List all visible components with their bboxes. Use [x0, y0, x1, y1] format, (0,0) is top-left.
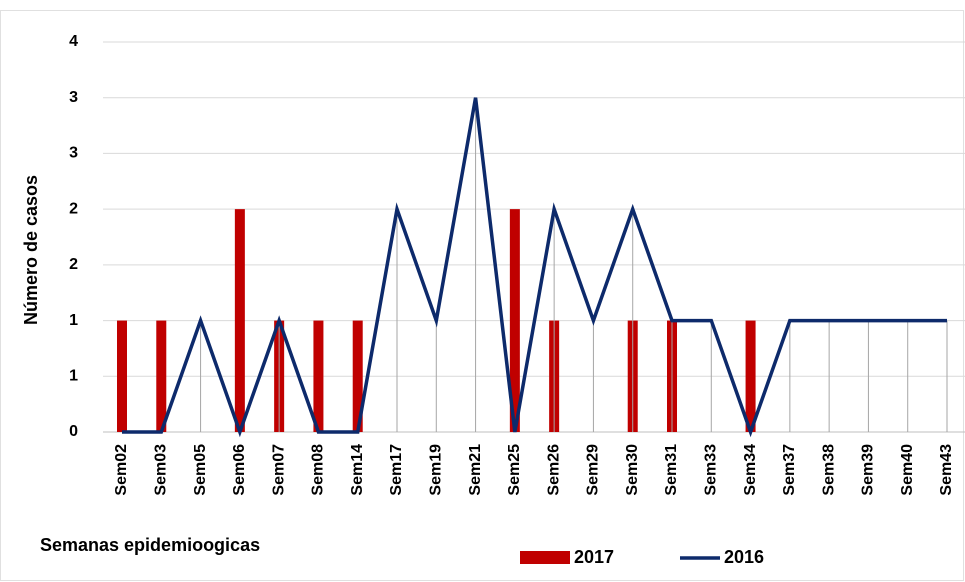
legend-label: 2016 [724, 547, 764, 567]
x-tick-label: Sem30 [624, 444, 641, 496]
x-tick-label: Sem29 [585, 444, 602, 496]
bar [745, 320, 756, 432]
x-tick-label: Sem31 [663, 444, 680, 496]
y-tick-label: 1 [69, 368, 78, 385]
y-tick-label: 0 [69, 423, 78, 440]
x-tick-label: Sem02 [113, 444, 130, 496]
y-tick-label: 1 [69, 312, 78, 329]
x-tick-label: Sem38 [820, 444, 837, 496]
y-axis-title: Número de casos [21, 175, 41, 325]
x-tick-label: Sem17 [388, 444, 405, 496]
x-tick-label: Sem43 [938, 444, 955, 496]
x-axis-title: Semanas epidemioogicas [40, 535, 260, 555]
x-tick-label: Sem21 [467, 444, 484, 496]
x-tick-label: Sem34 [742, 444, 759, 496]
legend-label: 2017 [574, 547, 614, 567]
x-tick-label: Sem26 [545, 444, 562, 496]
x-tick-label: Sem08 [310, 444, 327, 496]
y-tick-label: 3 [69, 89, 78, 106]
y-tick-label: 3 [69, 145, 78, 162]
x-tick-label: Sem03 [153, 444, 170, 496]
chart-frame [0, 10, 964, 581]
x-tick-label: Sem06 [231, 444, 248, 496]
y-tick-label: 2 [69, 256, 78, 273]
x-tick-label: Sem25 [506, 444, 523, 496]
x-tick-label: Sem05 [192, 444, 209, 496]
x-tick-label: Sem07 [270, 444, 287, 496]
bar [156, 320, 167, 432]
line [122, 97, 947, 438]
x-tick-label: Sem39 [860, 444, 877, 496]
bar [509, 209, 520, 432]
bar [117, 320, 127, 432]
bar [352, 320, 363, 432]
x-tick-label: Sem40 [899, 444, 916, 496]
legend-swatch [520, 551, 570, 564]
x-tick-label: Sem33 [703, 444, 720, 496]
y-tick-label: 2 [69, 200, 78, 217]
bar [234, 209, 245, 432]
x-tick-label: Sem19 [428, 444, 445, 496]
y-tick-label: 4 [69, 33, 78, 50]
x-tick-label: Sem37 [781, 444, 798, 496]
bar [313, 320, 324, 432]
x-tick-label: Sem14 [349, 444, 366, 496]
